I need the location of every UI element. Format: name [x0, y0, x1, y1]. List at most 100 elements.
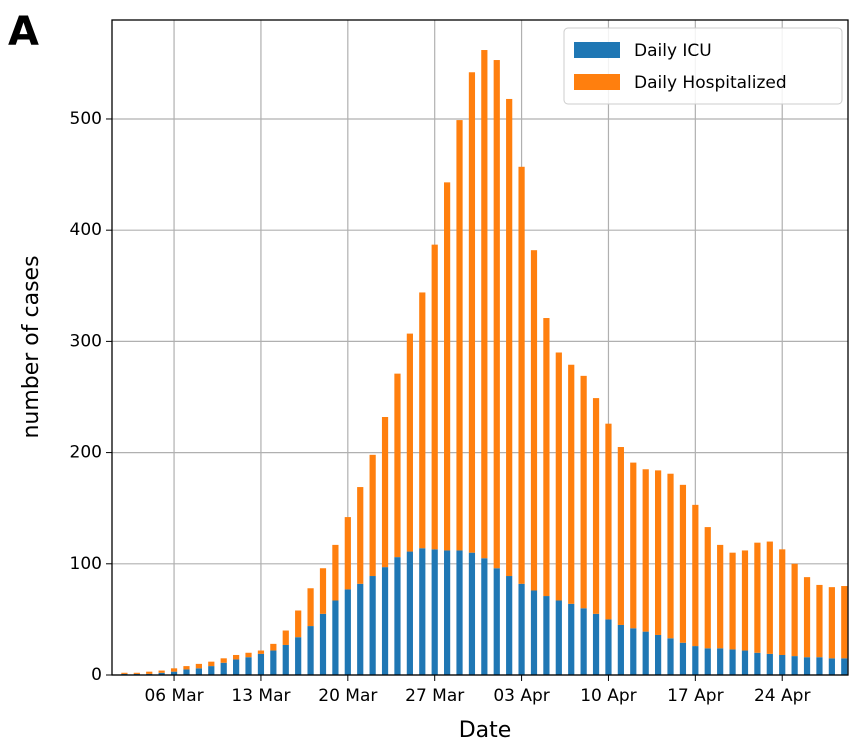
bar	[679, 484, 687, 643]
bar	[444, 182, 451, 551]
x-tick-label: 03 Apr	[493, 686, 549, 706]
bar	[630, 628, 637, 675]
bar	[605, 423, 612, 620]
bar	[667, 638, 674, 675]
bar	[655, 470, 662, 635]
bar	[741, 650, 749, 675]
bar	[295, 637, 302, 675]
bar	[580, 608, 587, 675]
bar	[431, 244, 438, 550]
bar	[183, 666, 190, 670]
bar	[183, 669, 190, 675]
bar	[419, 548, 426, 675]
bar	[754, 652, 761, 675]
bar	[133, 672, 140, 674]
bar	[245, 652, 252, 658]
bar	[754, 542, 761, 653]
legend-label: Daily ICU	[634, 41, 712, 61]
bar	[468, 552, 476, 675]
x-tick-label: 10 Apr	[580, 686, 636, 706]
bar	[121, 672, 128, 674]
bar	[779, 549, 786, 655]
bar	[803, 577, 811, 658]
bar	[555, 600, 562, 675]
bar	[816, 657, 823, 675]
bar	[791, 563, 798, 657]
bar	[530, 250, 538, 591]
bar	[170, 668, 178, 672]
bar	[208, 661, 215, 667]
bar	[295, 610, 302, 638]
bar	[791, 656, 798, 675]
bar	[617, 447, 624, 625]
bar	[481, 558, 488, 675]
bar	[729, 552, 736, 650]
bar	[692, 646, 699, 675]
bar	[568, 364, 575, 604]
bar	[493, 568, 500, 675]
x-tick-label: 24 Apr	[754, 686, 810, 706]
y-tick-label: 500	[70, 109, 102, 129]
bar	[332, 600, 339, 675]
bar	[444, 550, 451, 675]
bar	[518, 166, 525, 584]
bar	[630, 462, 637, 629]
x-tick-label: 20 Mar	[318, 686, 377, 706]
legend-swatch	[574, 42, 620, 58]
bar	[406, 551, 413, 675]
bar	[406, 333, 413, 552]
bar	[592, 613, 600, 675]
bar	[729, 649, 736, 675]
bar	[394, 557, 401, 675]
bar	[170, 671, 178, 675]
bar	[779, 654, 786, 675]
bar	[307, 626, 314, 675]
bar	[195, 668, 202, 675]
y-tick-label: 200	[70, 443, 102, 463]
bar	[332, 544, 339, 601]
x-axis-label: Date	[459, 718, 512, 743]
bar	[655, 634, 662, 675]
x-tick-label: 13 Mar	[231, 686, 290, 706]
bar	[518, 583, 525, 675]
bar	[319, 568, 327, 614]
y-tick-label: 300	[70, 331, 102, 351]
bar	[245, 657, 252, 675]
bar	[580, 375, 587, 609]
bar	[344, 589, 351, 675]
y-axis-label: number of cases	[19, 255, 44, 438]
bar	[257, 650, 265, 654]
bar	[555, 352, 562, 601]
bar	[158, 672, 165, 675]
bar	[506, 98, 513, 577]
bar	[816, 584, 823, 658]
bar	[381, 567, 389, 675]
x-tick-label: 17 Apr	[667, 686, 723, 706]
legend-swatch	[574, 74, 620, 90]
bar	[344, 517, 351, 590]
bar	[841, 658, 848, 675]
bar	[233, 659, 240, 675]
y-tick-label: 0	[91, 665, 102, 685]
bar	[568, 603, 575, 675]
bar	[468, 72, 476, 553]
bar	[605, 619, 612, 675]
bar	[357, 487, 364, 584]
bar	[828, 658, 835, 675]
legend-label: Daily Hospitalized	[634, 73, 787, 93]
bar	[506, 576, 513, 675]
bar	[220, 658, 227, 663]
bar	[195, 663, 202, 669]
plot-frame	[111, 19, 849, 676]
bar	[257, 653, 265, 675]
bar	[158, 670, 165, 673]
bar	[704, 648, 711, 675]
bar	[369, 576, 376, 675]
bar	[493, 60, 500, 569]
bar	[530, 590, 538, 675]
bar	[394, 373, 401, 558]
bar	[381, 417, 389, 568]
bar	[642, 469, 649, 632]
bar	[357, 583, 364, 675]
bar	[841, 586, 848, 659]
